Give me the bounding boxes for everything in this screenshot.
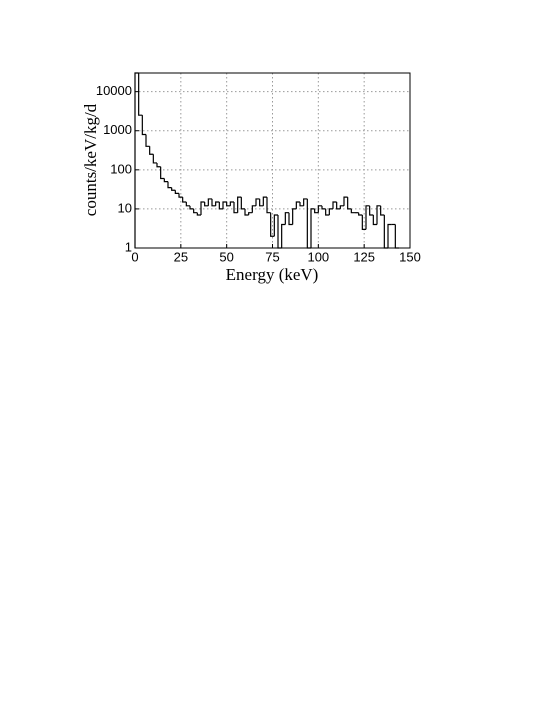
histogram-step	[365, 205, 370, 230]
histogram-step	[369, 205, 374, 216]
histogram-step	[358, 212, 363, 216]
histogram-step	[332, 201, 337, 209]
histogram-step	[138, 73, 143, 116]
histogram-step	[141, 115, 146, 136]
histogram-step	[303, 198, 308, 206]
histogram-step	[204, 202, 209, 207]
histogram-step	[387, 223, 392, 248]
x-tick-label: 0	[131, 249, 138, 264]
histogram-step	[196, 212, 201, 216]
histogram-step	[182, 197, 187, 203]
y-tick-label: 10000	[96, 83, 132, 98]
histogram-step	[251, 205, 256, 213]
histogram-step	[281, 223, 286, 248]
plot-frame	[134, 72, 411, 249]
histogram-step	[255, 198, 260, 206]
histogram-step	[163, 178, 168, 183]
histogram-step	[266, 197, 271, 214]
histogram-step	[299, 202, 304, 207]
histogram-step	[284, 212, 289, 225]
histogram-step	[237, 196, 242, 213]
histogram-step	[273, 214, 278, 237]
histogram-step	[207, 198, 212, 206]
histogram-step	[152, 154, 157, 164]
histogram-step	[215, 201, 220, 206]
histogram-step	[343, 196, 348, 206]
histogram-step	[211, 198, 216, 207]
histogram-step	[380, 205, 385, 216]
histogram-step	[145, 134, 150, 147]
histogram-step	[288, 212, 293, 226]
histogram-step	[361, 214, 366, 230]
x-tick-label: 50	[219, 249, 233, 264]
histogram-step	[376, 205, 381, 225]
x-tick-label: 125	[353, 249, 375, 264]
histogram-step	[200, 201, 205, 215]
x-axis-title: Energy (keV)	[226, 265, 319, 284]
histogram-step	[171, 187, 176, 191]
histogram-step	[226, 202, 231, 207]
histogram-step	[321, 205, 326, 210]
histogram-step	[167, 181, 172, 189]
histogram-step	[156, 162, 161, 168]
histogram-step	[218, 202, 223, 210]
histogram-step	[149, 146, 154, 155]
histogram-step	[350, 208, 355, 214]
histogram-step	[339, 205, 344, 209]
histogram-step	[259, 198, 264, 207]
histogram-step	[328, 208, 333, 215]
histogram-step	[233, 202, 238, 214]
histogram-step	[185, 202, 190, 207]
histogram-step	[240, 197, 245, 210]
histogram-step	[270, 212, 275, 237]
histogram-step	[160, 166, 165, 180]
y-tick-label: 1	[125, 239, 132, 254]
x-tick-label: 100	[307, 249, 329, 264]
x-tick-label: 150	[399, 249, 421, 264]
histogram-step	[314, 208, 319, 214]
y-tick-label: 1000	[103, 122, 132, 137]
histogram-step	[317, 205, 322, 213]
histogram-step	[310, 208, 315, 248]
y-tick-label: 10	[118, 200, 132, 215]
histogram-step	[229, 201, 234, 206]
x-tick-label: 25	[174, 249, 188, 264]
y-axis-title: counts/keV/kg/d	[81, 103, 100, 216]
x-tick-label: 75	[265, 249, 279, 264]
histogram-step	[193, 208, 198, 214]
y-tick-label: 100	[110, 161, 132, 176]
histogram-step	[347, 197, 352, 210]
histogram-step	[248, 212, 253, 215]
histogram-step	[222, 201, 227, 209]
histogram-step	[174, 190, 179, 194]
histogram-step	[295, 201, 300, 209]
histogram-step	[244, 208, 249, 216]
histogram-step	[372, 214, 377, 226]
histogram-step	[189, 205, 194, 210]
histogram-step	[325, 208, 330, 216]
histogram-step	[292, 208, 297, 225]
histogram-step	[336, 202, 341, 210]
histogram-step	[262, 196, 267, 206]
histogram-step	[178, 193, 183, 198]
